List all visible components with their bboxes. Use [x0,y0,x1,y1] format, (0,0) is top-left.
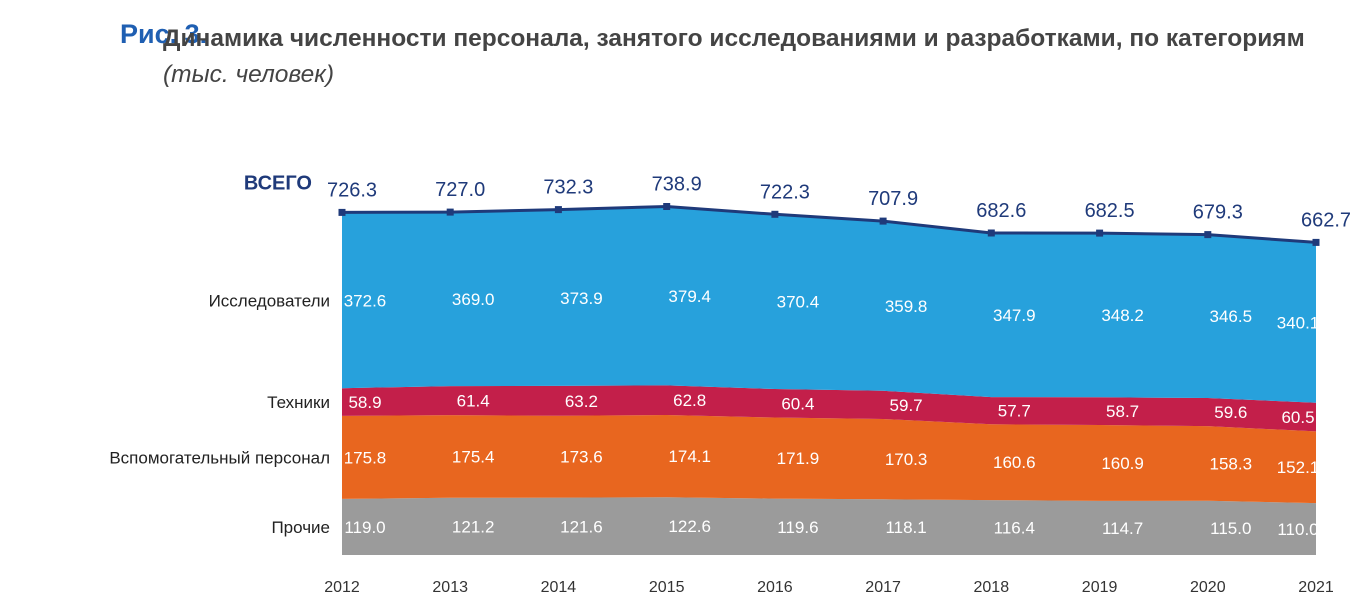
value-label: 62.8 [673,391,706,410]
x-tick-label: 2013 [432,579,468,596]
value-label: 152.1 [1277,458,1320,477]
total-label: ВСЕГО [244,172,312,194]
value-label: 110.0 [1277,520,1318,539]
value-label: 171.9 [777,449,820,468]
value-label: 61.4 [457,392,490,411]
value-label: 122.6 [668,517,711,536]
chart-title-unit: (тыс. человек) [163,61,334,88]
total-marker [771,210,779,218]
x-tick-label: 2015 [649,579,685,596]
value-label: 160.9 [1101,454,1144,473]
total-value-label: 707.9 [868,188,918,210]
total-marker [1204,231,1212,239]
x-tick-label: 2020 [1190,579,1226,596]
total-value-label: 682.6 [976,200,1026,222]
x-tick-label: 2012 [324,579,360,596]
value-label: 118.1 [885,518,926,537]
x-tick-label: 2014 [541,579,577,596]
area-4 [342,206,1316,403]
value-label: 346.5 [1210,307,1253,326]
value-label: 372.6 [344,291,387,310]
total-marker [1096,229,1104,237]
value-label: 340.1 [1277,314,1320,333]
value-label: 379.4 [668,287,711,306]
value-label: 158.3 [1210,454,1253,473]
value-label: 370.4 [777,293,820,312]
area-2 [342,415,1316,504]
total-value-label: 727.0 [435,179,485,201]
value-label: 175.8 [344,448,387,467]
value-label: 121.6 [560,517,603,536]
value-label: 59.6 [1214,403,1247,422]
series-label: Вспомогательный персонал [109,448,330,467]
x-tick-label: 2017 [865,579,901,596]
total-marker [1312,238,1320,246]
value-label: 170.3 [885,450,928,469]
total-marker [879,217,887,225]
total-marker [987,229,995,237]
value-label: 119.0 [344,518,385,537]
value-label: 160.6 [993,453,1036,472]
value-label: 121.2 [452,517,495,536]
area-1 [342,497,1316,555]
series-label: Исследователи [209,291,330,310]
chart-title-text: Динамика численности персонала, занятого… [163,25,1305,52]
value-label: 359.8 [885,297,928,316]
value-label: 114.7 [1102,519,1143,538]
total-marker [446,208,454,216]
value-label: 348.2 [1101,306,1144,325]
total-value-label: 662.7 [1301,209,1351,231]
total-marker [554,206,562,214]
total-value-label: 722.3 [760,181,810,203]
total-marker [338,208,346,216]
value-label: 60.5 [1281,408,1314,427]
value-label: 58.7 [1106,402,1139,421]
x-tick-label: 2018 [974,579,1010,596]
value-label: 59.7 [890,396,923,415]
area-3 [342,385,1316,432]
total-value-label: 738.9 [652,174,702,196]
value-label: 175.4 [452,448,495,467]
value-label: 57.7 [998,402,1031,421]
total-value-label: 732.3 [543,177,593,199]
value-label: 347.9 [993,306,1036,325]
value-label: 373.9 [560,289,603,308]
total-value-label: 726.3 [327,179,377,201]
x-tick-label: 2016 [757,579,793,596]
value-label: 119.6 [777,518,818,537]
chart-title: Динамика численности персонала, занятого… [163,21,1353,93]
value-label: 58.9 [348,393,381,412]
figure-number: Рис. 3. [120,19,208,49]
x-tick-label: 2021 [1298,579,1334,596]
value-label: 116.4 [994,519,1035,538]
value-label: 63.2 [565,392,598,411]
value-label: 60.4 [781,394,814,413]
series-label: Техники [267,393,330,412]
value-label: 174.1 [668,447,711,466]
series-label: Прочие [271,518,330,537]
value-label: 369.0 [452,290,495,309]
total-line [341,204,1317,244]
total-value-label: 682.5 [1085,200,1135,222]
value-label: 173.6 [560,448,603,467]
x-tick-label: 2019 [1082,579,1118,596]
value-label: 115.0 [1210,519,1251,538]
total-marker [663,203,671,210]
total-value-label: 679.3 [1193,202,1243,224]
